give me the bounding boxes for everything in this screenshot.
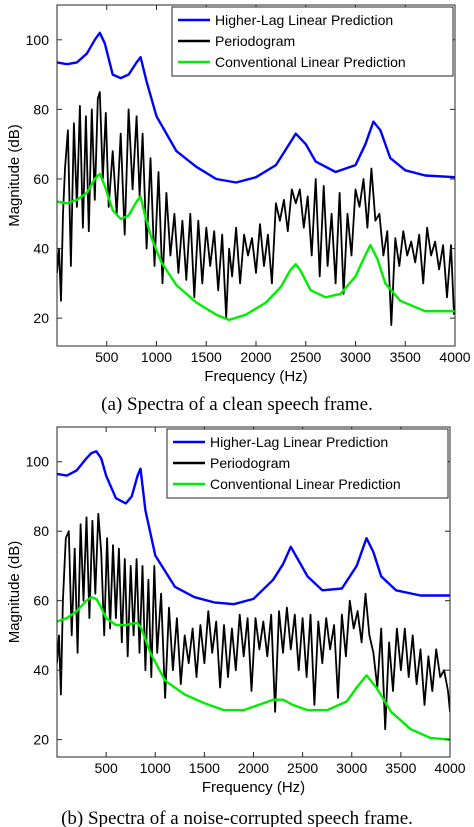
series-line-periodogram bbox=[57, 512, 450, 731]
y-tick-label: 20 bbox=[33, 310, 49, 326]
x-tick-label: 500 bbox=[94, 760, 118, 776]
x-tick-label: 3500 bbox=[390, 349, 421, 365]
figure-caption: (a) Spectra of a clean speech frame. bbox=[101, 394, 373, 415]
y-tick-label: 100 bbox=[26, 32, 50, 48]
x-tick-label: 2000 bbox=[240, 349, 271, 365]
legend-entry-label: Conventional Linear Prediction bbox=[215, 54, 406, 70]
y-tick-label: 40 bbox=[33, 241, 49, 257]
x-tick-label: 3500 bbox=[385, 760, 416, 776]
x-tick-label: 1000 bbox=[140, 760, 171, 776]
y-tick-label: 80 bbox=[33, 523, 49, 539]
y-tick-label: 60 bbox=[33, 593, 49, 609]
x-tick-label: 3000 bbox=[336, 760, 367, 776]
x-tick-label: 1000 bbox=[141, 349, 172, 365]
chart-panel-b: 500 1000 1500 2000 2500 3000 3500 4000 20 40 60 80 1… bbox=[6, 426, 466, 827]
y-tick-label: 40 bbox=[33, 662, 49, 678]
x-axis-label: Frequency (Hz) bbox=[204, 368, 307, 385]
y-tick-label: 100 bbox=[26, 454, 50, 470]
legend-box bbox=[171, 6, 454, 77]
legend-entry-label: Periodogram bbox=[210, 455, 290, 471]
x-tick-label: 3000 bbox=[340, 349, 371, 365]
x-tick-label: 1500 bbox=[189, 760, 220, 776]
y-axis-label: Magnitude (dB) bbox=[6, 124, 23, 227]
x-tick-label: 4000 bbox=[434, 760, 465, 776]
x-tick-label: 4000 bbox=[439, 349, 470, 365]
legend-entry-label: Higher-Lag Linear Prediction bbox=[210, 434, 388, 450]
series-line-conventional-linear-prediction bbox=[57, 596, 450, 741]
legend-box bbox=[166, 428, 449, 499]
legend-entry-label: Conventional Linear Prediction bbox=[210, 476, 401, 492]
x-tick-label: 2500 bbox=[287, 760, 318, 776]
chart-panel-a: 500 1000 1500 2000 2500 3000 3500 4000 20 40 60 80 1… bbox=[6, 4, 471, 415]
x-tick-label: 500 bbox=[95, 349, 119, 365]
series-line-periodogram bbox=[57, 91, 455, 327]
x-axis-label: Frequency (Hz) bbox=[202, 779, 305, 796]
y-axis-label: Magnitude (dB) bbox=[6, 541, 23, 644]
x-tick-label: 1500 bbox=[191, 349, 222, 365]
series-line-conventional-linear-prediction bbox=[57, 172, 455, 322]
series-line-higher-lag-linear-prediction bbox=[57, 450, 450, 606]
x-tick-label: 2000 bbox=[238, 760, 269, 776]
y-tick-label: 20 bbox=[33, 732, 49, 748]
legend-entry-label: Higher-Lag Linear Prediction bbox=[215, 12, 393, 28]
series-line-higher-lag-linear-prediction bbox=[57, 31, 455, 184]
x-tick-label: 2500 bbox=[290, 349, 321, 365]
y-tick-label: 60 bbox=[33, 171, 49, 187]
legend-entry-label: Periodogram bbox=[215, 33, 295, 49]
y-tick-label: 80 bbox=[33, 101, 49, 117]
figure-caption: (b) Spectra of a noise-corrupted speech … bbox=[61, 808, 413, 827]
